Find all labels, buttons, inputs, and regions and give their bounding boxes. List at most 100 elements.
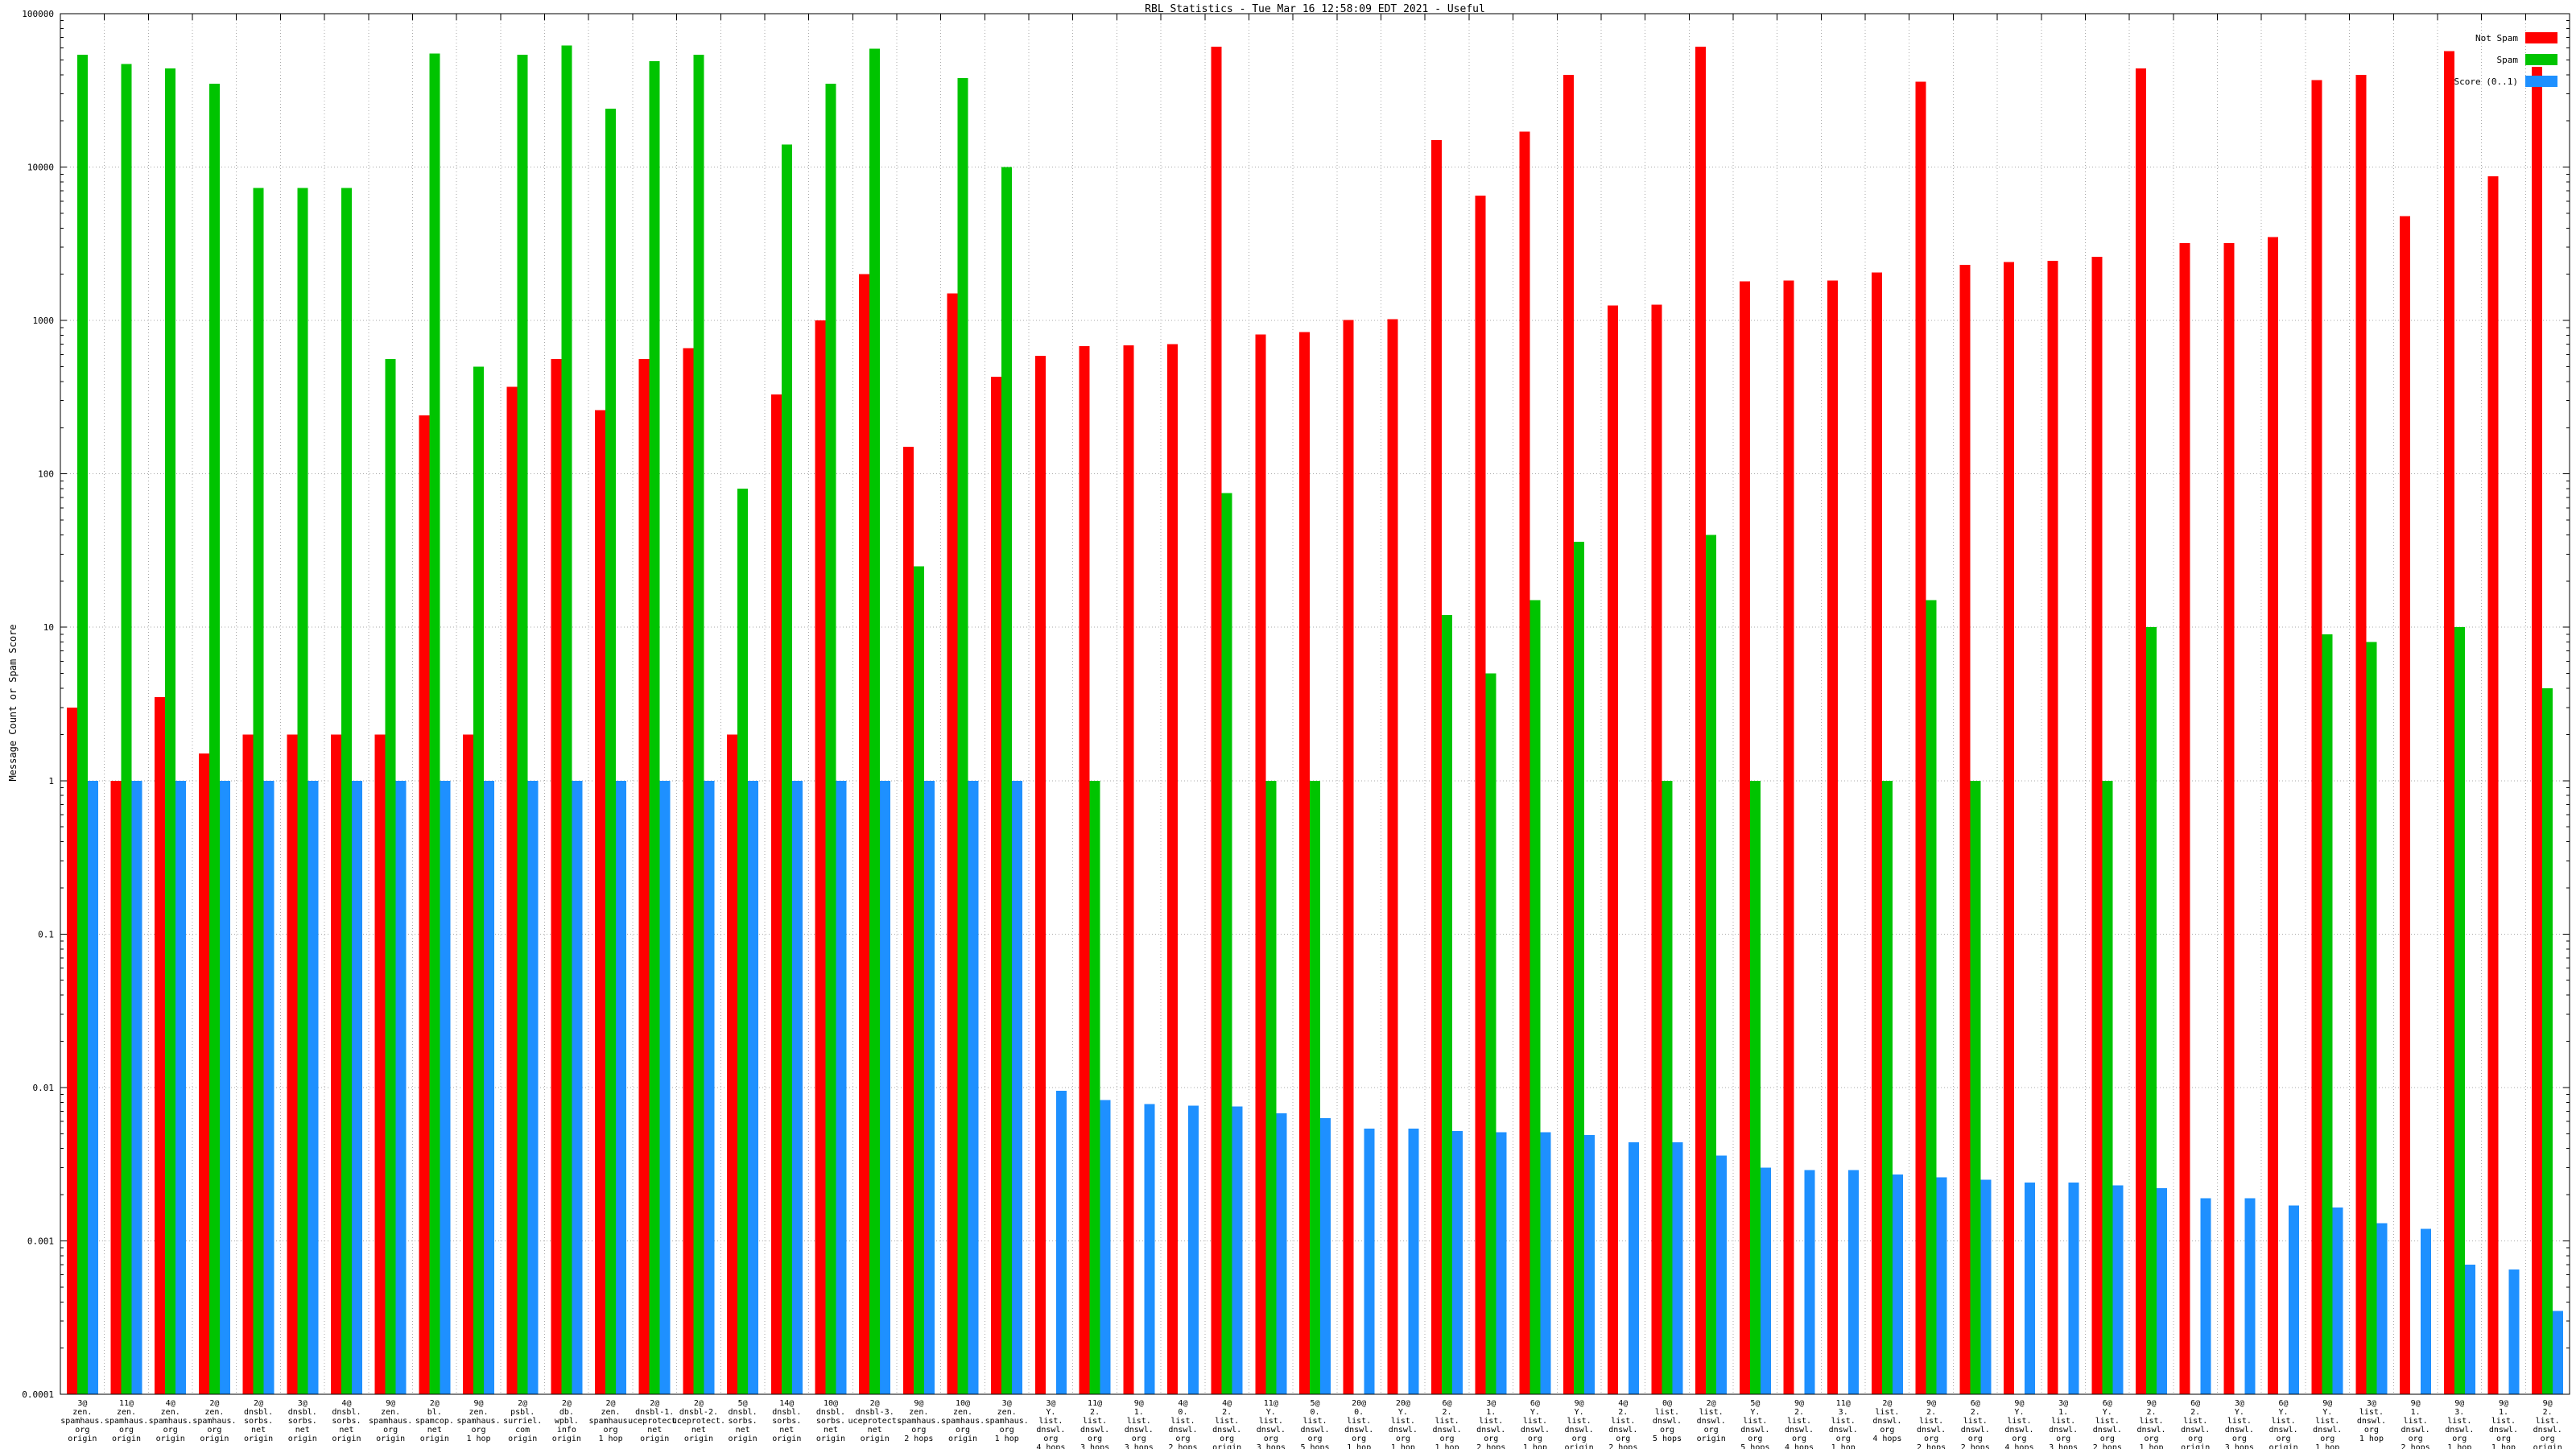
bar-not-spam [463,734,473,1394]
x-category-label: dnswl. [1829,1426,1858,1435]
x-category-label: net [868,1426,882,1435]
x-category-label: list. [1875,1408,1899,1417]
x-category-label: 1 hop [1347,1443,1371,1449]
x-category-label: spamhaus. [192,1417,236,1426]
x-category-label: dnswl. [2445,1426,2474,1435]
x-category-label: net [779,1426,794,1435]
x-category-label: 2@ [694,1399,704,1408]
x-category-label: origin [640,1435,669,1443]
x-category-label: dnsbl. [772,1408,801,1417]
bar-not-spam [2091,257,2103,1394]
x-category-label: dnswl. [1080,1426,1109,1435]
y-tick-label: 0.1 [38,929,54,939]
bar-not-spam [110,780,122,1394]
bar-not-spam [1387,319,1398,1394]
x-category-label: list. [2315,1417,2339,1426]
x-category-label: 3@ [1002,1399,1012,1408]
legend-label: Score (0..1) [2454,76,2518,87]
x-category-label: 11@ [1836,1399,1851,1408]
x-category-label: 1. [2058,1408,2068,1417]
x-category-label: spamhaus. [456,1417,500,1426]
x-category-label: 20@ [1352,1399,1366,1408]
bar-not-spam [198,753,209,1394]
x-category-label: 5@ [1750,1399,1760,1408]
x-category-label: org [2452,1435,2467,1443]
x-category-label: dnswl. [1125,1426,1154,1435]
x-category-label: 1 hop [1391,1443,1415,1449]
x-category-label: 9@ [914,1399,923,1408]
x-category-label: net [736,1426,750,1435]
bar-not-spam [638,359,650,1395]
bar-score-0-1 [131,780,142,1394]
x-category-label: 2. [1794,1408,1804,1417]
x-category-label: origin [816,1435,845,1443]
x-category-label: dnsbl-1. [635,1408,674,1417]
x-category-label: db. [559,1408,574,1417]
y-tick-label: 0.01 [33,1083,55,1093]
x-category-label: list. [1963,1417,1988,1426]
x-category-label: org [956,1426,970,1435]
x-category-label: 3@ [2058,1399,2068,1408]
x-category-label: origin [948,1435,977,1443]
bar-spam [1221,493,1232,1394]
bar-spam [781,144,792,1395]
x-category-label: 9@ [386,1399,395,1408]
x-category-label: origin [420,1435,449,1443]
bar-not-spam [419,415,430,1395]
y-tick-label: 10 [43,622,54,633]
x-category-label: org [2056,1435,2070,1443]
x-category-label: origin [2268,1443,2297,1449]
bar-spam [1881,780,1893,1394]
bar-not-spam [902,447,914,1394]
x-category-label: dnswl. [1697,1417,1726,1426]
x-category-label: zen. [117,1408,136,1417]
bar-score-0-1 [351,780,362,1394]
x-category-label: net [251,1426,266,1435]
x-category-label: 6@ [2103,1399,2112,1408]
bar-spam [605,109,617,1395]
bar-not-spam [2223,242,2235,1394]
bar-score-0-1 [1936,1177,1947,1394]
x-category-label: 6@ [1443,1399,1452,1408]
x-category-label: 2 hops [1608,1443,1637,1449]
x-category-label: list. [2491,1417,2516,1426]
bar-spam [473,366,484,1394]
x-category-label: dnswl. [1917,1426,1946,1435]
bar-spam [341,188,352,1395]
x-category-label: 1 hop [1523,1443,1547,1449]
x-category-label: zen. [72,1408,92,1417]
x-category-label: list. [1567,1417,1591,1426]
bar-score-0-1 [1276,1113,1287,1394]
bar-score-0-1 [527,780,539,1394]
bar-score-0-1 [1716,1155,1728,1394]
x-category-label: dnswl. [1389,1426,1418,1435]
bar-not-spam [2355,74,2367,1394]
x-category-label: 3@ [2367,1399,2376,1408]
bar-not-spam [1431,140,1443,1394]
bar-score-0-1 [2421,1228,2432,1394]
x-category-label: 9@ [1134,1399,1144,1408]
bar-not-spam [2136,68,2146,1394]
x-category-label: 0. [1178,1408,1187,1417]
x-category-label: 1 hop [2491,1443,2516,1449]
x-category-label: 1 hop [995,1435,1019,1443]
bar-not-spam [2268,237,2279,1394]
x-category-label: 3@ [1046,1399,1055,1408]
x-category-label: dnswl. [1168,1426,1197,1435]
x-category-label: sorbs. [244,1417,273,1426]
x-category-label: zen. [381,1408,400,1417]
x-category-label: dnsbl. [332,1408,361,1417]
bar-spam [208,83,220,1394]
x-category-label: org [604,1426,618,1435]
x-category-label: list. [1655,1408,1679,1417]
bar-not-spam [2179,242,2190,1394]
x-category-label: dnswl. [1476,1426,1505,1435]
x-category-label: 3@ [298,1399,308,1408]
x-category-label: dnswl. [2268,1426,2297,1435]
x-category-label: Y. [1398,1408,1408,1417]
x-category-label: 4@ [1618,1399,1628,1408]
bar-score-0-1 [836,780,847,1394]
x-category-label: 4@ [1178,1399,1187,1408]
x-category-label: 2. [2543,1408,2553,1417]
x-category-label: net [691,1426,706,1435]
